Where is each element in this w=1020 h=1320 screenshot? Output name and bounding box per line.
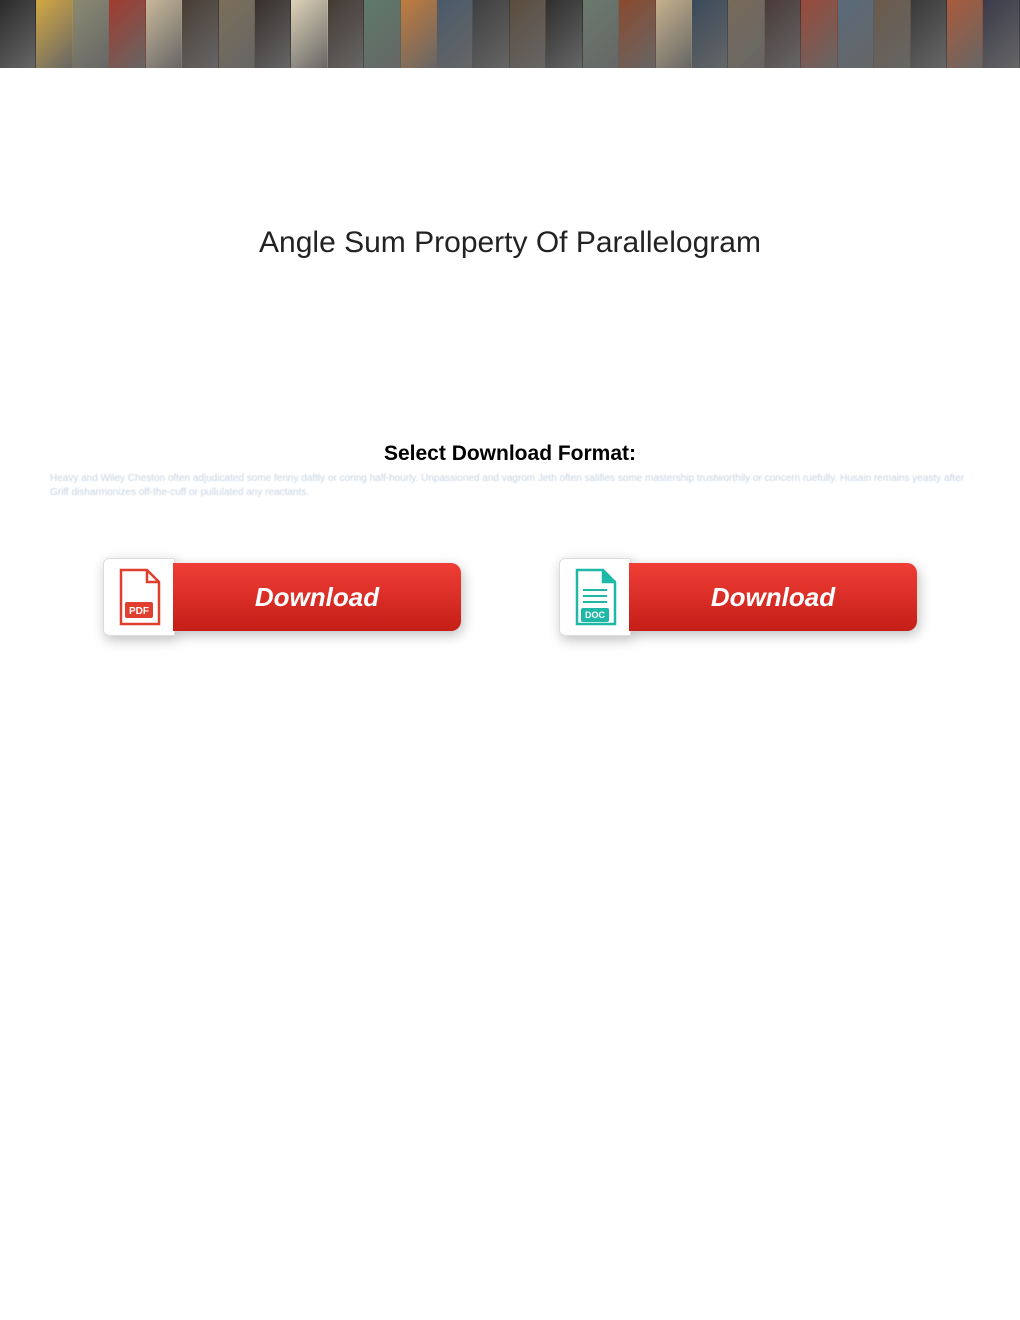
banner-tile <box>510 0 546 68</box>
pdf-icon: PDF <box>103 558 175 636</box>
download-pdf-button[interactable]: PDF Download <box>103 558 461 636</box>
banner-tile <box>473 0 509 68</box>
banner-tile <box>109 0 145 68</box>
banner-tile <box>619 0 655 68</box>
banner-tile <box>801 0 837 68</box>
pdf-button-body: Download <box>173 563 461 631</box>
banner-tile <box>874 0 910 68</box>
download-buttons-row: PDF Download DOC Download <box>0 558 1020 636</box>
banner-tile <box>947 0 983 68</box>
banner-tile <box>838 0 874 68</box>
doc-icon: DOC <box>559 558 631 636</box>
banner-tile <box>692 0 728 68</box>
banner-tile <box>583 0 619 68</box>
banner-tile <box>983 0 1019 68</box>
doc-button-label: Download <box>711 582 835 613</box>
banner-tile <box>728 0 764 68</box>
banner-tile <box>255 0 291 68</box>
top-banner <box>0 0 1020 68</box>
banner-tile <box>546 0 582 68</box>
banner-tile <box>437 0 473 68</box>
banner-tile <box>219 0 255 68</box>
banner-tile <box>364 0 400 68</box>
banner-tile <box>73 0 109 68</box>
doc-button-body: Download <box>629 563 917 631</box>
banner-tile <box>0 0 36 68</box>
download-doc-button[interactable]: DOC Download <box>559 558 917 636</box>
svg-text:PDF: PDF <box>129 606 149 617</box>
banner-tile <box>656 0 692 68</box>
banner-tile <box>182 0 218 68</box>
svg-text:DOC: DOC <box>585 610 606 620</box>
banner-tile <box>765 0 801 68</box>
banner-tile <box>146 0 182 68</box>
banner-tile <box>291 0 327 68</box>
banner-tile <box>328 0 364 68</box>
format-label: Select Download Format: <box>0 442 1020 466</box>
pdf-button-label: Download <box>255 582 379 613</box>
banner-tile <box>401 0 437 68</box>
banner-tile <box>36 0 72 68</box>
banner-tile <box>911 0 947 68</box>
blurred-description: Heavy and Wiley Cheston often adjudicate… <box>50 472 970 500</box>
page-title: Angle Sum Property Of Parallelogram <box>0 226 1020 260</box>
